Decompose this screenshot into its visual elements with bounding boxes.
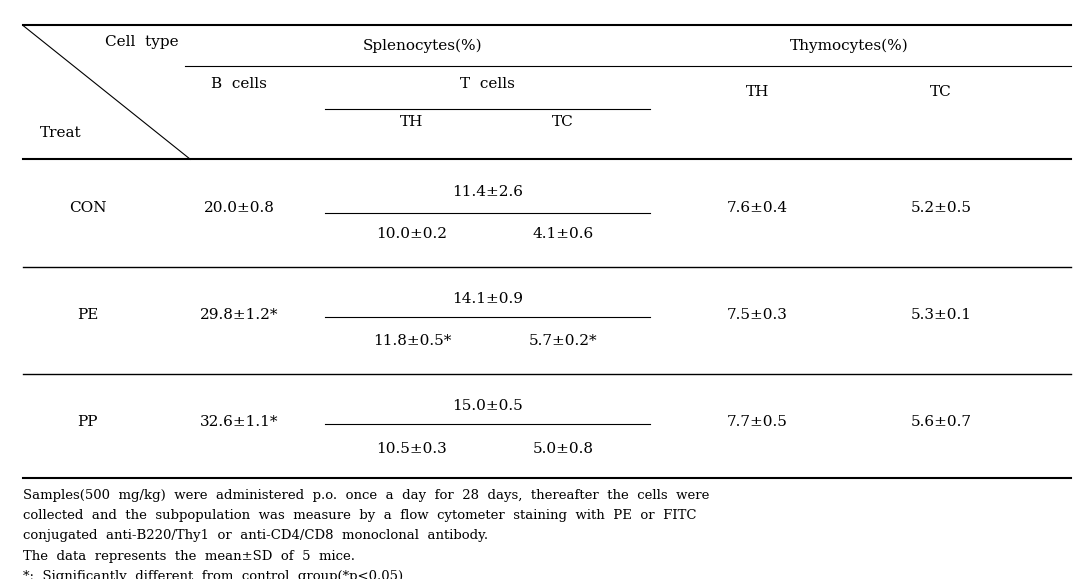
Text: CON: CON — [69, 200, 106, 215]
Text: 5.3±0.1: 5.3±0.1 — [911, 307, 971, 322]
Text: TC: TC — [930, 86, 952, 100]
Text: 20.0±0.8: 20.0±0.8 — [204, 200, 274, 215]
Text: TC: TC — [552, 115, 574, 129]
Text: 10.5±0.3: 10.5±0.3 — [377, 442, 447, 456]
Text: Treat: Treat — [40, 126, 81, 140]
Text: 5.0±0.8: 5.0±0.8 — [533, 442, 593, 456]
Text: Cell  type: Cell type — [105, 35, 179, 49]
Text: 11.4±2.6: 11.4±2.6 — [452, 185, 523, 199]
Text: 15.0±0.5: 15.0±0.5 — [452, 399, 523, 413]
Text: TH: TH — [401, 115, 423, 129]
Text: *;  Significantly  different  from  control  group(*p<0.05): *; Significantly different from control … — [23, 570, 403, 579]
Text: Thymocytes(%): Thymocytes(%) — [790, 38, 909, 53]
Text: collected  and  the  subpopulation  was  measure  by  a  flow  cytometer  staini: collected and the subpopulation was meas… — [23, 509, 696, 522]
Text: 7.6±0.4: 7.6±0.4 — [727, 200, 788, 215]
Text: 14.1±0.9: 14.1±0.9 — [452, 292, 523, 306]
Text: 29.8±1.2*: 29.8±1.2* — [199, 307, 278, 322]
Text: 5.6±0.7: 5.6±0.7 — [911, 415, 971, 429]
Text: PP: PP — [78, 415, 99, 429]
Text: 4.1±0.6: 4.1±0.6 — [533, 228, 593, 241]
Text: B  cells: B cells — [211, 78, 268, 91]
Text: 5.7±0.2*: 5.7±0.2* — [529, 335, 598, 349]
Text: Samples(500  mg/kg)  were  administered  p.o.  once  a  day  for  28  days,  the: Samples(500 mg/kg) were administered p.o… — [23, 489, 709, 502]
Text: 5.2±0.5: 5.2±0.5 — [911, 200, 971, 215]
Text: The  data  represents  the  mean±SD  of  5  mice.: The data represents the mean±SD of 5 mic… — [23, 550, 355, 563]
Text: 7.5±0.3: 7.5±0.3 — [727, 307, 788, 322]
Text: PE: PE — [77, 307, 99, 322]
Text: 7.7±0.5: 7.7±0.5 — [727, 415, 788, 429]
Text: 10.0±0.2: 10.0±0.2 — [377, 228, 447, 241]
Text: conjugated  anti-B220/Thy1  or  anti-CD4/CD8  monoclonal  antibody.: conjugated anti-B220/Thy1 or anti-CD4/CD… — [23, 529, 488, 543]
Text: 32.6±1.1*: 32.6±1.1* — [199, 415, 278, 429]
Text: T  cells: T cells — [460, 78, 514, 91]
Text: 11.8±0.5*: 11.8±0.5* — [373, 335, 451, 349]
Text: TH: TH — [746, 86, 769, 100]
Text: Splenocytes(%): Splenocytes(%) — [363, 38, 483, 53]
